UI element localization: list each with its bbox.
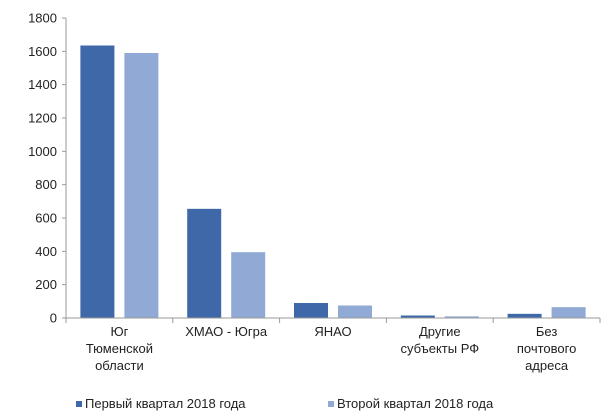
bar <box>400 315 435 318</box>
y-tick-label: 600 <box>35 211 57 226</box>
legend: Первый квартал 2018 года Второй квартал 2… <box>76 396 494 411</box>
bar <box>444 316 479 318</box>
bar <box>551 307 586 318</box>
y-tick-label: 400 <box>35 244 57 259</box>
x-tick-label-line: почтового <box>517 341 576 356</box>
legend-swatch <box>328 401 334 407</box>
y-axis: 0 200 400 600 800 1000 1200 1400 1600 1800 <box>28 11 67 326</box>
legend-label: Первый квартал 2018 года <box>85 396 246 411</box>
legend-swatch <box>76 401 82 407</box>
legend-label: Второй квартал 2018 года <box>337 396 494 411</box>
x-tick-label-line: Другие <box>419 324 461 339</box>
bar <box>338 305 372 318</box>
y-tick-label: 1600 <box>28 44 57 59</box>
x-tick-label-line: Без <box>536 324 557 339</box>
bar <box>294 303 328 318</box>
y-tick-label: 1800 <box>28 11 57 26</box>
y-tick-label: 0 <box>50 311 57 326</box>
bar <box>124 53 159 318</box>
y-tick-label: 200 <box>35 277 57 292</box>
x-tick-label-line: адреса <box>525 358 569 373</box>
x-tick-label-line: субъекты РФ <box>400 341 479 356</box>
bars <box>80 45 586 318</box>
x-tick-label-line: Тюменской <box>86 341 153 356</box>
x-tick-label-line: ХМАО - Югра <box>185 324 268 339</box>
bar <box>507 313 542 318</box>
x-tick-label: Юг Тюменской области <box>86 324 153 373</box>
x-tick-label-line: Юг <box>110 324 128 339</box>
x-tick-label: ХМАО - Югра <box>185 324 268 339</box>
x-tick-label: ЯНАО <box>314 324 351 339</box>
x-axis: Юг Тюменской области ХМАО - Югра ЯНАО Другие с… <box>65 317 601 373</box>
x-tick-label: Другие субъекты РФ <box>400 324 479 356</box>
bar <box>231 252 266 318</box>
bar <box>187 208 222 318</box>
y-tick-label: 1400 <box>28 77 57 92</box>
y-tick-label: 800 <box>35 177 57 192</box>
y-tick-label: 1200 <box>28 111 57 126</box>
bar <box>80 45 115 318</box>
x-tick-label-line: области <box>95 358 144 373</box>
y-tick-label: 1000 <box>28 144 57 159</box>
x-tick-label-line: ЯНАО <box>314 324 351 339</box>
x-tick-label: Без почтового адреса <box>517 324 576 373</box>
